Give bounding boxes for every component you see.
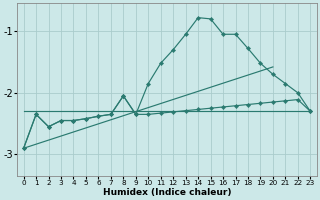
X-axis label: Humidex (Indice chaleur): Humidex (Indice chaleur) (103, 188, 231, 197)
